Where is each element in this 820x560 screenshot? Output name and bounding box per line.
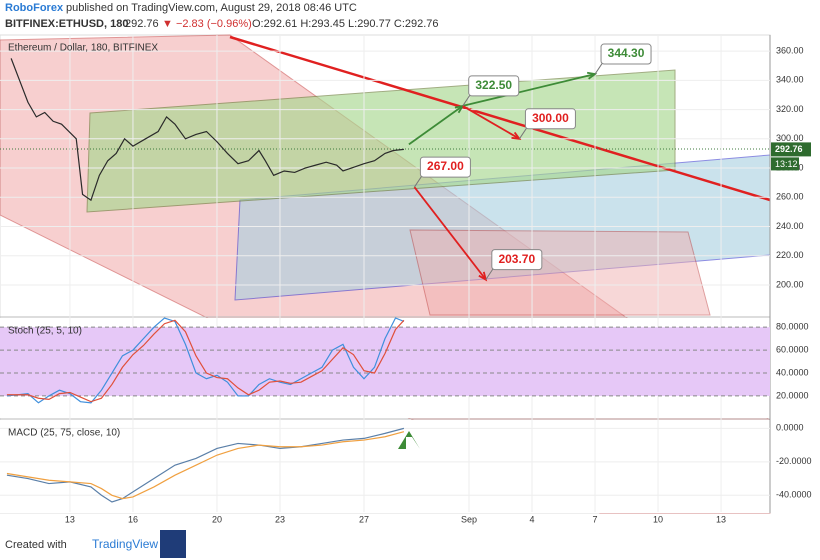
series-line: [6, 319, 405, 403]
arrow-head: [478, 271, 488, 282]
trend-line: [229, 35, 771, 202]
y-tick-label: 340.00: [776, 75, 804, 85]
series-line: [6, 427, 405, 503]
panel-legend: Stoch (25, 5, 10): [8, 326, 82, 337]
callout-stem: [519, 126, 528, 140]
y-tick-label: 360.00: [776, 45, 804, 55]
panel-legend: MACD (25, 75, close, 10): [8, 428, 120, 439]
footer-brand: TradingView: [92, 537, 158, 551]
y-tick-label: -20.0000: [776, 456, 812, 466]
x-tick-label: Sep: [461, 514, 477, 524]
y-tick-label: 220.00: [776, 250, 804, 260]
y-tick-label: 60.0000: [776, 344, 809, 354]
callout-stem: [594, 61, 604, 75]
callout-label: 300.00: [532, 111, 569, 125]
symbol: BITFINEX:ETHUSD, 180: [5, 18, 128, 30]
y-tick-label: 300.00: [776, 133, 804, 143]
callout-label: 267.00: [427, 159, 464, 173]
arrow-head: [511, 131, 522, 140]
change: ▼ −2.83 (−0.96%): [162, 18, 252, 30]
arrow: [413, 186, 487, 281]
arrow: [462, 105, 520, 140]
callout-label: 203.70: [498, 252, 535, 266]
published: published on TradingView.com, August 29,…: [66, 2, 357, 14]
x-tick-label: 10: [653, 514, 663, 524]
y-tick-label: 200.00: [776, 279, 804, 289]
x-tick-label: 7: [593, 514, 598, 524]
callout-box: [524, 108, 576, 130]
x-tick-label: 16: [128, 514, 138, 524]
up-arrow: [398, 431, 420, 449]
red-projection: [409, 229, 711, 316]
y-tick-label: 240.00: [776, 221, 804, 231]
countdown-box: [771, 157, 799, 171]
arrow-head: [586, 71, 598, 80]
last: 292.76: [125, 18, 159, 30]
callout-label: 322.50: [475, 78, 512, 92]
footer-created: Created with: [5, 539, 67, 551]
y-tick-label: -40.0000: [776, 490, 812, 500]
series-line: [10, 58, 404, 202]
y-tick-label: 0.0000: [776, 423, 804, 433]
callout-stem: [413, 174, 423, 188]
callout-stem: [462, 93, 472, 107]
x-tick-label: 13: [716, 514, 726, 524]
arrow: [408, 105, 464, 146]
callout-label: 344.30: [608, 46, 645, 60]
arrow-head: [454, 104, 465, 114]
x-tick-label: 23: [275, 514, 285, 524]
ohlc: O:292.61 H:293.45 L:290.77 C:292.76: [252, 18, 439, 30]
countdown: 13:12: [775, 159, 798, 169]
callout-box: [419, 156, 471, 178]
y-tick-label: 320.00: [776, 104, 804, 114]
series-line: [6, 431, 405, 500]
last-price-box: [771, 142, 811, 157]
x-tick-label: 20: [212, 514, 222, 524]
x-tick-label: 13: [65, 514, 75, 524]
callout-box: [468, 75, 520, 97]
callout-box: [600, 43, 652, 65]
y-tick-label: 260.00: [776, 192, 804, 202]
callout-box: [491, 249, 543, 271]
logo: [160, 530, 186, 558]
panel-legend: Ethereum / Dollar, 180, BITFINEX: [8, 43, 158, 54]
last-price-label: 292.76: [775, 144, 803, 154]
y-tick-label: 80.0000: [776, 322, 809, 332]
y-tick-label: 20.0000: [776, 390, 809, 400]
arrow: [462, 73, 596, 107]
y-tick-label: 40.0000: [776, 367, 809, 377]
x-tick-label: 27: [359, 514, 369, 524]
x-tick-label: 4: [530, 514, 535, 524]
publisher: RoboForex: [5, 2, 64, 14]
callout-stem: [485, 267, 495, 280]
series-line: [6, 317, 405, 404]
